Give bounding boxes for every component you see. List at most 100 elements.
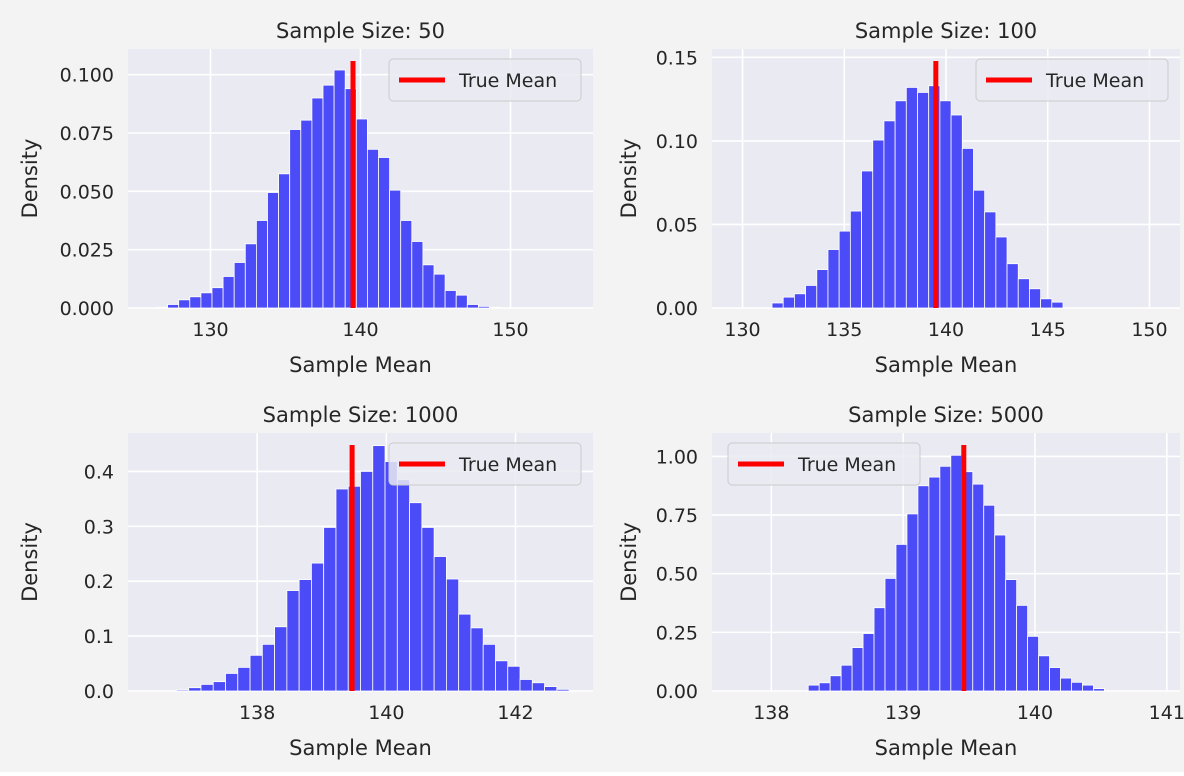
- histogram-bar: [278, 173, 291, 309]
- y-tick-label: 0.050: [60, 181, 114, 203]
- x-tick-label: 150: [492, 319, 528, 341]
- histogram-bar: [895, 544, 908, 692]
- histogram-bar: [995, 236, 1008, 309]
- histogram-bar: [244, 243, 257, 309]
- subplot-1: 130 140 150 0.000 0.025 0.050 0.075 0.100 Sample…: [18, 19, 593, 377]
- legend: True Mean: [727, 442, 921, 486]
- x-tick-label: 135: [826, 319, 862, 341]
- histogram-bar: [176, 689, 190, 692]
- x-tick-label: 139: [885, 702, 921, 724]
- legend-box: [975, 58, 1169, 102]
- y-axis-label: Density: [617, 139, 641, 219]
- histogram-bar: [433, 556, 447, 692]
- y-tick-label: 0.2: [84, 571, 114, 593]
- x-tick-label: 130: [724, 319, 760, 341]
- y-tick-label: 0.075: [60, 123, 114, 145]
- histogram-bar: [531, 682, 545, 692]
- subplot-2: 130 135 140 145 150 0.00 0.05 0.10 0.15 Sample Si…: [617, 19, 1180, 377]
- histogram-bar: [167, 304, 180, 309]
- histogram-bar: [289, 129, 302, 309]
- histogram-bar: [200, 292, 213, 309]
- histogram-bar: [917, 485, 930, 692]
- histogram-bar: [421, 527, 435, 692]
- y-tick-label: 0.75: [656, 505, 698, 527]
- histogram-bar: [389, 189, 402, 309]
- histogram-bar: [906, 513, 919, 692]
- histogram-bar: [384, 461, 398, 692]
- histogram-bar: [322, 84, 335, 309]
- legend: True Mean: [388, 58, 582, 102]
- histogram-bar: [422, 264, 435, 309]
- histogram-bar: [894, 100, 907, 309]
- histogram-bar: [400, 220, 413, 309]
- subplot-4: 138 139 140 141 0.00 0.25 0.50 0.75 1.00 Sample S…: [617, 403, 1184, 760]
- x-tick-label: 141: [1149, 702, 1184, 724]
- histogram-bar: [973, 189, 986, 309]
- histogram-bar: [261, 643, 276, 692]
- legend-label: True Mean: [1045, 70, 1144, 92]
- histogram-bar: [849, 210, 862, 309]
- histogram-bar: [816, 269, 829, 309]
- histogram-bar: [883, 120, 896, 309]
- histogram-bar: [495, 660, 509, 692]
- y-tick-label: 0.10: [656, 131, 698, 153]
- histogram-bar: [884, 578, 897, 692]
- legend-label: True Mean: [458, 70, 557, 92]
- subplot-title: Sample Size: 1000: [263, 403, 459, 427]
- histogram-bar: [782, 296, 795, 309]
- histogram-bar: [311, 97, 324, 309]
- histogram-bar: [1040, 298, 1053, 309]
- histogram-bar: [805, 285, 818, 309]
- y-tick-label: 0.00: [656, 681, 698, 703]
- histogram-bar: [972, 483, 985, 692]
- histogram-bar: [771, 302, 784, 309]
- histogram-bar: [1071, 681, 1083, 692]
- histogram-bar: [298, 579, 312, 692]
- histogram-bar: [1060, 677, 1072, 692]
- histogram-bar: [1027, 635, 1039, 692]
- histogram-bar: [507, 665, 521, 692]
- legend: True Mean: [975, 58, 1169, 102]
- histogram-bar: [444, 290, 457, 309]
- y-tick-label: 1.00: [656, 446, 698, 468]
- histogram-bar: [519, 679, 533, 692]
- histogram-bar: [872, 139, 885, 309]
- histogram-bar: [917, 92, 930, 309]
- histogram-bar: [286, 590, 300, 692]
- histogram-bar: [983, 504, 996, 692]
- y-tick-label: 0.50: [656, 564, 698, 586]
- histogram-bar: [794, 293, 806, 309]
- histogram-bar: [222, 276, 235, 309]
- histogram-bar: [233, 262, 246, 309]
- y-axis-label: Density: [18, 522, 42, 602]
- histogram-bar: [200, 684, 214, 692]
- histogram-bar: [862, 633, 875, 692]
- x-axis-label: Sample Mean: [289, 353, 432, 377]
- histogram-bar: [1093, 688, 1105, 692]
- histogram-bar: [409, 502, 423, 692]
- histogram-bar: [873, 607, 886, 692]
- x-tick-label: 130: [192, 319, 228, 341]
- histogram-bar: [255, 220, 268, 309]
- y-tick-label: 0.0: [84, 681, 114, 703]
- histogram-bar: [939, 100, 952, 309]
- x-tick-label: 138: [753, 702, 789, 724]
- histogram-bar: [818, 682, 831, 692]
- subplot-title: Sample Size: 5000: [848, 403, 1044, 427]
- histogram-bar: [267, 192, 280, 309]
- legend-label: True Mean: [458, 454, 557, 476]
- histogram-bar: [1005, 579, 1018, 692]
- histogram-bar: [411, 241, 424, 309]
- histogram-bar: [335, 488, 349, 692]
- histogram-bar: [950, 114, 963, 309]
- histogram-bar: [433, 273, 446, 309]
- histogram-bar: [249, 654, 263, 692]
- histogram-bar: [1051, 301, 1064, 309]
- histogram-bar: [396, 479, 410, 692]
- histogram-bar: [1049, 667, 1061, 692]
- subplot-title: Sample Size: 100: [855, 19, 1037, 43]
- x-tick-label: 150: [1131, 319, 1167, 341]
- histogram-bar: [455, 294, 468, 309]
- histogram-bar: [1006, 263, 1019, 309]
